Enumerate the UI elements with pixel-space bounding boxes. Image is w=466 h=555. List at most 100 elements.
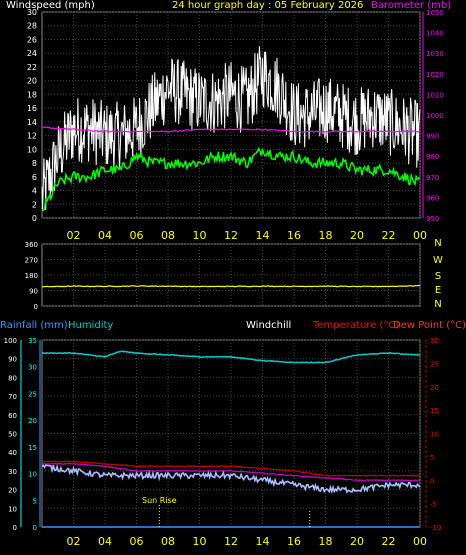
humidity-axis-title: Humidity — [68, 320, 114, 331]
dewpoint-series-line — [41, 462, 421, 482]
direction-tick-label: 270 — [25, 257, 38, 265]
windspeed-tick-label: 30 — [27, 8, 37, 17]
barometer-tick-label: 1050 — [426, 9, 444, 17]
humidity-tick-label: 100 — [4, 337, 17, 345]
dewpoint-legend: Dew Point (°C) — [393, 320, 466, 331]
temp-x-tick-label: 20 — [350, 535, 364, 548]
temperature-tick-label: 5 — [430, 454, 434, 462]
humidity-tick-label: 70 — [8, 393, 17, 401]
humidity-tick-label: 40 — [8, 449, 17, 457]
windspeed-tick-label: 18 — [27, 90, 37, 99]
wind-x-tick-label: 08 — [161, 229, 175, 242]
temp-x-tick-label: 08 — [161, 535, 175, 548]
barometer-tick-label: 1000 — [426, 112, 444, 120]
humidity-tick-label: 50 — [8, 431, 17, 439]
humidity-tick-label: 0 — [13, 524, 17, 532]
windspeed-tick-label: 20 — [27, 77, 37, 86]
rainfall-tick-label: 35 — [28, 337, 37, 345]
wind-x-tick-label: 02 — [67, 229, 81, 242]
wind-x-tick-label: 14 — [256, 229, 270, 242]
direction-tick-label: 0 — [34, 303, 38, 311]
barometer-tick-label: 960 — [426, 194, 439, 202]
barometer-tick-label: 990 — [426, 133, 439, 141]
temp-x-tick-label: 04 — [98, 535, 112, 548]
temperature-tick-label: 20 — [430, 384, 439, 392]
barometer-axis-title: Barometer (mb) — [371, 0, 452, 11]
wind-x-tick-label: 04 — [98, 229, 112, 242]
humidity-tick-label: 20 — [8, 487, 17, 495]
temperature-tick-label: -10 — [430, 524, 441, 532]
gust-series-line — [41, 146, 421, 212]
temperature-tick-label: 0 — [430, 477, 434, 485]
rainfall-tick-label: 30 — [28, 364, 37, 372]
temp-x-tick-label: 12 — [224, 535, 238, 548]
windspeed-tick-label: 6 — [32, 173, 37, 182]
barometer-tick-label: 1040 — [426, 30, 444, 38]
rainfall-tick-label: 0 — [33, 524, 37, 532]
wind-x-tick-label: 12 — [224, 229, 238, 242]
wind-x-tick-label: 22 — [382, 229, 396, 242]
barometer-tick-label: 1030 — [426, 50, 444, 58]
temp-x-tick-label: 18 — [319, 535, 333, 548]
humidity-tick-label: 80 — [8, 374, 17, 382]
windchill-series-line — [41, 464, 421, 495]
rainfall-tick-label: 15 — [28, 444, 37, 452]
temp-x-tick-label: 06 — [130, 535, 144, 548]
humidity-tick-label: 60 — [8, 412, 17, 420]
windchill-legend: Windchill — [246, 320, 292, 331]
rainfall-tick-label: 5 — [33, 497, 37, 505]
humidity-series-line — [41, 350, 420, 364]
wind-x-tick-label: 20 — [350, 229, 364, 242]
barometer-tick-label: 950 — [426, 215, 439, 223]
wind-direction-series-line — [41, 284, 421, 288]
direction-tick-label: 90 — [29, 288, 38, 296]
windspeed-tick-label: 0 — [32, 214, 37, 223]
temperature-tick-label: 30 — [430, 337, 439, 345]
windspeed-tick-label: 14 — [27, 118, 37, 127]
rainfall-tick-label: 20 — [28, 417, 37, 425]
windspeed-tick-label: 24 — [27, 49, 37, 58]
windspeed-tick-label: 16 — [27, 104, 37, 113]
sunrise-annotation: Sun Rise — [142, 496, 177, 505]
wind-x-tick-label: 16 — [287, 229, 301, 242]
temp-x-tick-label: 16 — [287, 535, 301, 548]
rainfall-axis-title: Rainfall (mm) — [0, 320, 68, 331]
windspeed-axis-title: Windspeed (mph) — [6, 0, 95, 11]
rainfall-tick-label: 25 — [28, 390, 37, 398]
compass-letter-e: E — [435, 285, 441, 296]
barometer-tick-label: 1020 — [426, 71, 444, 79]
temp-x-tick-label: 14 — [256, 535, 270, 548]
temp-x-tick-label: 10 — [193, 535, 207, 548]
temperature-series-line — [41, 460, 421, 477]
humidity-tick-label: 10 — [8, 505, 17, 513]
direction-tick-label: 180 — [25, 272, 38, 280]
windspeed-tick-label: 28 — [27, 22, 37, 31]
temperature-tick-label: 25 — [430, 360, 439, 368]
windspeed-tick-label: 10 — [27, 145, 37, 154]
windspeed-tick-label: 2 — [32, 200, 37, 209]
humidity-tick-label: 30 — [8, 468, 17, 476]
wind-x-tick-label: 18 — [319, 229, 333, 242]
barometer-tick-label: 1010 — [426, 91, 444, 99]
wind-x-tick-label: 06 — [130, 229, 144, 242]
temp-x-tick-label: 02 — [67, 535, 81, 548]
barometer-tick-label: 970 — [426, 174, 439, 182]
windspeed-tick-label: 8 — [32, 159, 37, 168]
barometer-series-line — [41, 126, 421, 133]
wind-x-tick-label: 10 — [193, 229, 207, 242]
wind-x-tick-label: 00 — [413, 229, 427, 242]
compass-letter-w: W — [433, 255, 443, 266]
rainfall-tick-label: 10 — [28, 471, 37, 479]
windspeed-tick-label: 4 — [32, 187, 37, 196]
windspeed-tick-label: 22 — [27, 63, 37, 72]
humidity-tick-label: 90 — [8, 356, 17, 364]
barometer-tick-label: 980 — [426, 153, 439, 161]
temperature-axis-title: Temperature (°C) — [313, 320, 400, 331]
temperature-tick-label: 10 — [430, 431, 439, 439]
temp-x-tick-label: 22 — [382, 535, 396, 548]
chart-title: 24 hour graph day : 05 February 2026 — [172, 0, 364, 11]
direction-tick-label: 360 — [25, 241, 38, 249]
temperature-tick-label: -5 — [430, 501, 437, 509]
